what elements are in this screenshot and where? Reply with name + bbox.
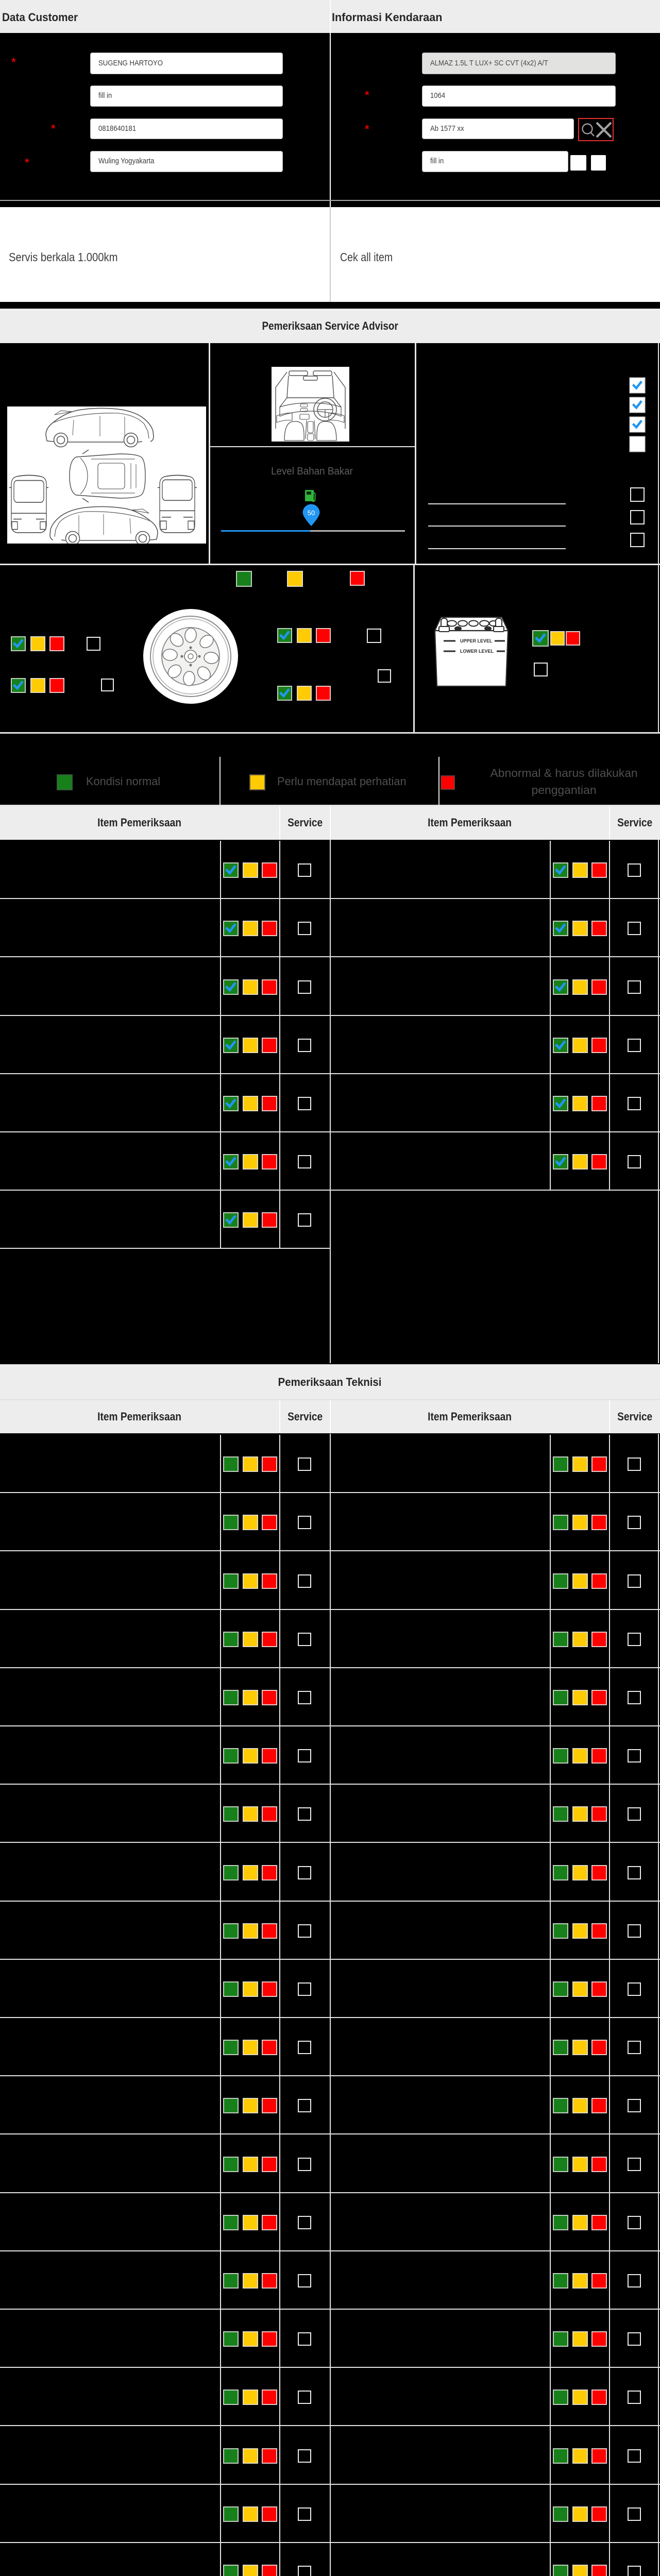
- svg-text:LOWER LEVEL: LOWER LEVEL: [460, 649, 494, 654]
- svg-text:50: 50: [308, 509, 315, 517]
- svg-text:UPPER LEVEL: UPPER LEVEL: [460, 638, 493, 643]
